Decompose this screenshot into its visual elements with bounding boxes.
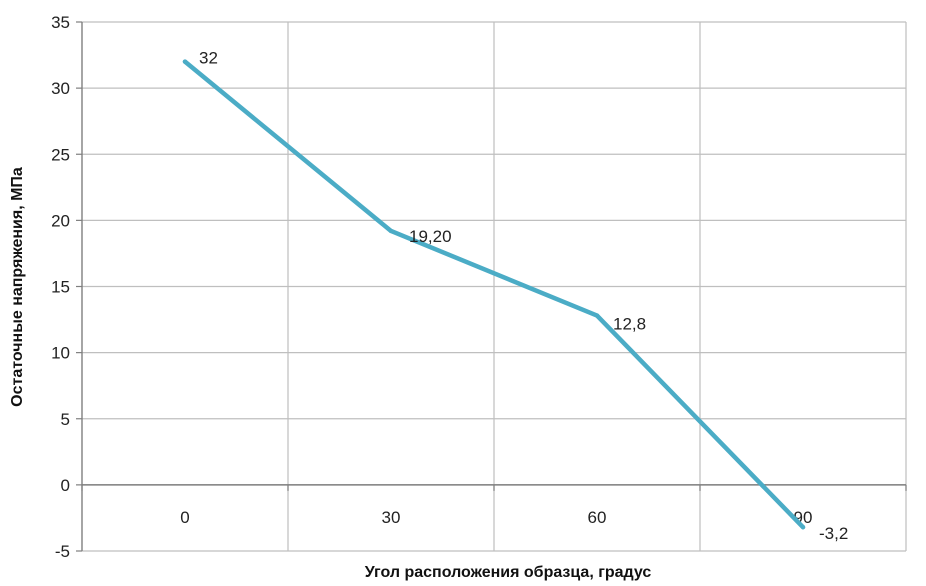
data-label: 32 [199,49,218,68]
data-point [594,313,600,318]
y-tick-labels: -5 0 5 10 15 20 25 30 35 [51,13,70,561]
data-label: 19,20 [409,227,452,246]
data-point [800,524,806,530]
axes [76,21,907,552]
y-tick-label: 15 [51,278,70,297]
gridlines [82,21,907,552]
series-layer [182,59,806,530]
y-tick-label: 5 [61,410,70,429]
y-tick-label: 30 [51,79,70,98]
data-point [388,228,394,234]
y-tick-label: 25 [51,145,70,164]
y-tick-label: 10 [51,344,70,363]
data-labels: 32 19,20 12,8 -3,2 [199,49,848,544]
data-label: 12,8 [613,315,646,334]
x-tick-label: 30 [382,508,401,527]
data-point [182,59,188,64]
y-tick-label: 20 [51,211,70,230]
y-axis-title: Остаточные напряжения, МПа [9,167,26,407]
x-tick-label: 0 [180,508,189,527]
series-line [182,59,806,530]
x-tick-label: 60 [588,508,607,527]
y-tick-label: 35 [51,13,70,32]
x-tick-labels: 0 30 60 90 [180,508,812,527]
data-label: -3,2 [819,524,848,543]
x-axis-title: Угол расположения образца, градус [365,564,652,581]
y-tick-label: 0 [61,476,70,495]
y-tick-label: -5 [55,542,70,561]
